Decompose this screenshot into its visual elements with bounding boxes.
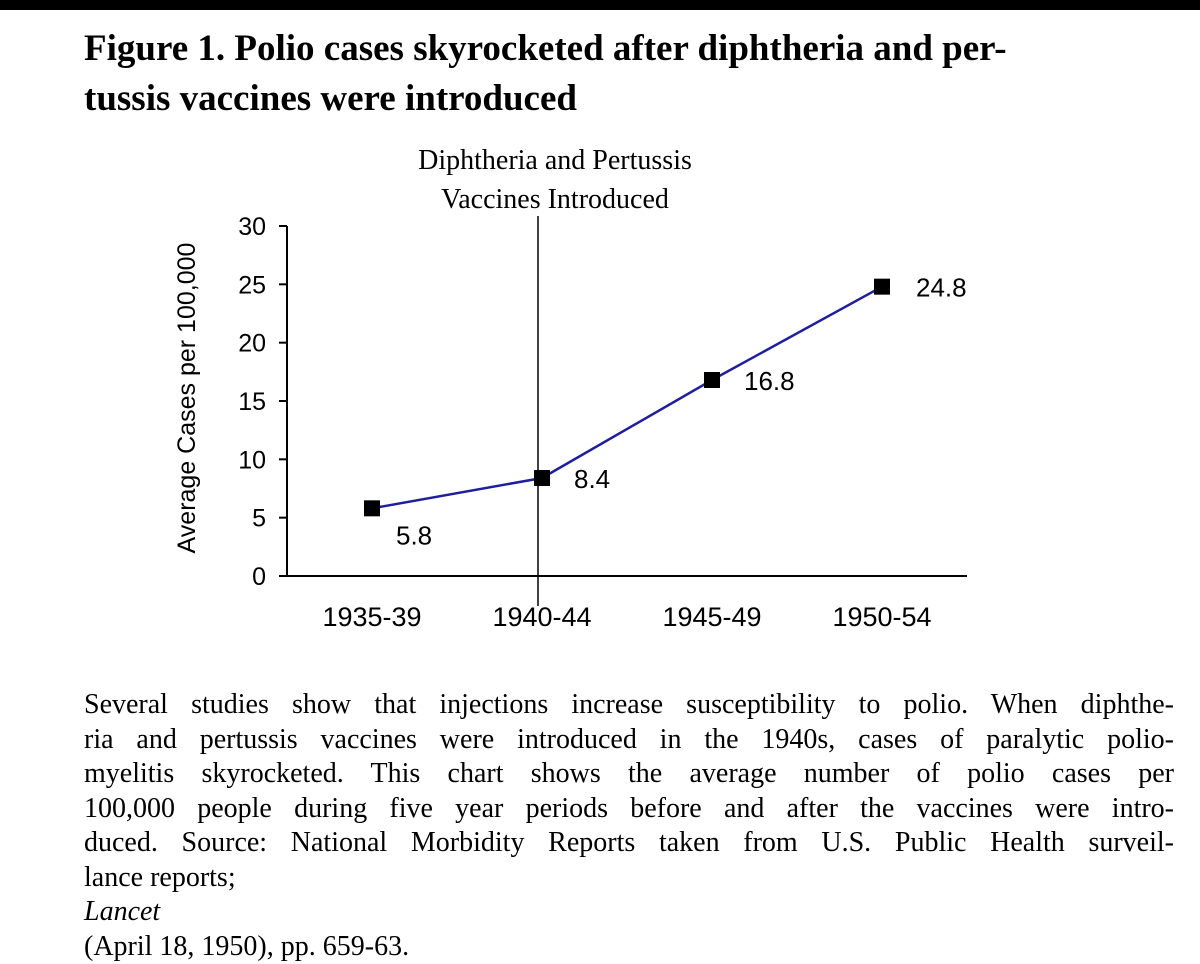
y-tick-label-0: 0 (252, 563, 266, 591)
data-point-1940-44 (534, 470, 550, 486)
caption-line-6: lance reports; Lancet (April 18, 1950), … (84, 861, 1174, 964)
data-label-1935-39: 5.8 (396, 520, 432, 550)
x-tick-label-1950-54: 1950-54 (832, 602, 931, 632)
y-tick-label-10: 10 (238, 446, 266, 474)
caption-line-5: duced. Source: National Morbidity Report… (84, 826, 1174, 861)
caption-line-4: 100,000 people during five year periods … (84, 792, 1174, 827)
y-tick-label-30: 30 (238, 213, 266, 241)
annotation-line-2: Vaccines Introduced (441, 184, 669, 215)
data-label-1940-44: 8.4 (574, 464, 610, 494)
y-tick-label-5: 5 (252, 505, 266, 533)
y-tick-label-20: 20 (238, 330, 266, 358)
x-tick-label-1945-49: 1945-49 (662, 602, 761, 632)
figure-title: Figure 1. Polio cases skyrocketed after … (84, 24, 1164, 124)
x-tick-label-1940-44: 1940-44 (492, 602, 591, 632)
caption-line-3: myelitis skyrocketed. This chart shows t… (84, 757, 1174, 792)
caption-journal-name: Lancet (84, 896, 160, 927)
y-tick-label-15: 15 (238, 388, 266, 416)
caption-line-6-end: (April 18, 1950), pp. 659-63. (84, 930, 1174, 964)
polio-cases-chart: Diphtheria and Pertussis Vaccines Introd… (0, 140, 1200, 640)
top-border (0, 0, 1200, 10)
data-point-1935-39 (364, 500, 380, 516)
figure-title-line-1: Figure 1. Polio cases skyrocketed after … (84, 24, 1164, 74)
y-tick-label-25: 25 (238, 271, 266, 299)
x-tick-label-1935-39: 1935-39 (322, 602, 421, 632)
caption-line-1: Several studies show that injections inc… (84, 688, 1174, 723)
caption-line-2: ria and pertussis vaccines were introduc… (84, 723, 1174, 758)
figure-title-line-2: tussis vaccines were introduced (84, 74, 1164, 124)
caption: Several studies show that injections inc… (84, 688, 1174, 964)
plot-area: 0 5 10 15 20 25 30 1935-39 1940-44 1945-49 1950-54… (238, 213, 967, 632)
data-point-1950-54 (874, 279, 890, 295)
data-label-1950-54: 24.8 (916, 273, 967, 303)
y-axis-label: Average Cases per 100,000 (173, 243, 201, 554)
data-label-1945-49: 16.8 (744, 366, 795, 396)
data-point-1945-49 (704, 372, 720, 388)
series-line (372, 287, 882, 509)
annotation-line-1: Diphtheria and Pertussis (418, 145, 692, 176)
caption-line-6-start: lance reports; (84, 861, 1174, 896)
